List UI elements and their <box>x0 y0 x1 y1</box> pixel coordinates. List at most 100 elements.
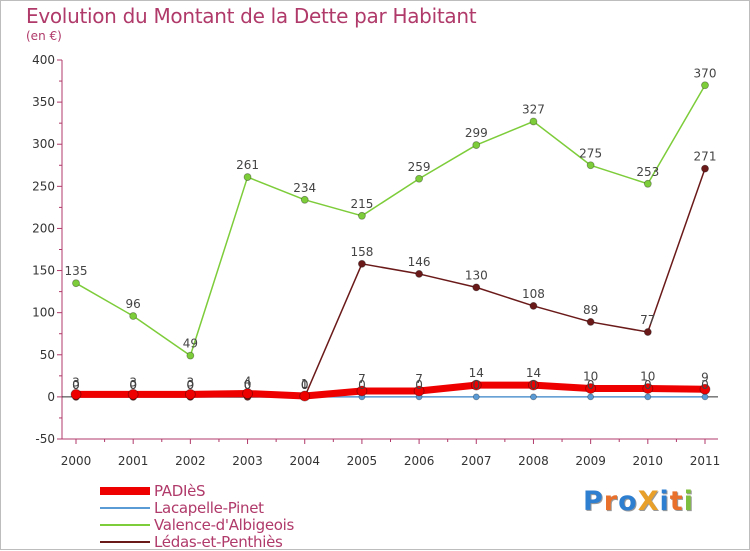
legend-label-padies: PADIèS <box>154 482 206 500</box>
legend-swatch-ledas-et-penthies <box>100 541 150 543</box>
data-label-3: 130 <box>465 268 488 282</box>
data-point-3 <box>586 318 595 326</box>
data-label-0: 3 <box>187 375 195 389</box>
data-point-3 <box>701 164 709 173</box>
data-label-0: 4 <box>244 375 252 389</box>
data-point-2 <box>129 312 138 320</box>
data-point-0 <box>413 385 425 397</box>
data-label-1: 0 <box>358 378 366 392</box>
proxiti-logo: ProXiti <box>583 486 694 517</box>
legend-label-ledas-et-penthies: Lédas-et-Penthiès <box>154 533 283 551</box>
logo-letter: r <box>603 486 619 517</box>
legend-label-lacapelle-pinet: Lacapelle-Pinet <box>154 499 264 517</box>
data-label-0: 1 <box>301 377 309 391</box>
data-point-3 <box>529 302 538 310</box>
x-tick-label: 2006 <box>404 454 435 468</box>
y-tick-label: 50 <box>40 348 55 362</box>
data-point-1 <box>472 393 480 401</box>
data-point-2 <box>472 141 481 149</box>
y-tick-label: 250 <box>32 179 55 193</box>
data-label-3: 0 <box>187 378 195 392</box>
data-label-0: 14 <box>526 366 541 380</box>
y-tick-label: 350 <box>32 95 55 109</box>
data-point-2 <box>415 174 423 183</box>
data-label-0: 3 <box>72 375 80 389</box>
data-label-2: 253 <box>636 165 659 179</box>
data-label-0: 7 <box>415 372 423 386</box>
data-label-2: 215 <box>350 197 373 211</box>
chart-title: Evolution du Montant de la Dette par Hab… <box>26 4 477 28</box>
data-point-2 <box>243 173 252 181</box>
y-tick-label: 200 <box>32 221 55 235</box>
legend-swatch-padies <box>100 487 150 495</box>
data-point-1 <box>701 393 709 401</box>
data-label-2: 234 <box>293 181 316 195</box>
data-point-3 <box>358 259 366 268</box>
series-line-3 <box>76 168 706 398</box>
data-label-1: 0 <box>472 378 480 392</box>
legend-swatch-valence-d-albigeois <box>100 524 150 526</box>
data-label-0: 10 <box>640 369 655 383</box>
x-tick-label: 2011 <box>690 454 721 468</box>
x-tick-label: 2008 <box>518 454 549 468</box>
data-label-2: 135 <box>65 264 88 278</box>
data-point-1 <box>530 393 537 401</box>
data-label-2: 327 <box>522 102 545 116</box>
x-tick-label: 2005 <box>347 454 378 468</box>
data-point-3 <box>415 270 423 278</box>
data-label-3: 77 <box>640 313 655 327</box>
logo-letter: X <box>637 486 660 517</box>
y-tick-label: -50 <box>35 432 55 446</box>
data-label-2: 299 <box>465 126 488 140</box>
data-label-1: 0 <box>129 378 137 392</box>
data-label-1: 0 <box>701 378 709 392</box>
data-point-2 <box>300 195 309 204</box>
x-tick-label: 2004 <box>289 454 320 468</box>
x-tick-label: 2007 <box>461 454 492 468</box>
y-tick-label: 300 <box>32 137 55 151</box>
x-tick-label: 2003 <box>232 454 263 468</box>
x-tick-label: 2010 <box>633 454 664 468</box>
data-label-2: 96 <box>126 297 141 311</box>
series-line-0 <box>76 381 706 400</box>
chart-unit: (en €) <box>26 29 62 43</box>
data-point-0 <box>356 385 368 397</box>
legend-swatch-lacapelle-pinet <box>100 507 150 509</box>
data-label-3: 158 <box>350 245 373 259</box>
data-point-3 <box>472 283 481 292</box>
data-label-2: 370 <box>694 66 717 80</box>
data-label-3: 89 <box>583 303 598 317</box>
data-label-2: 275 <box>579 146 602 160</box>
data-point-0 <box>242 388 253 399</box>
x-tick-label: 2000 <box>61 454 92 468</box>
data-label-1: 0 <box>244 378 252 392</box>
y-tick-label: 0 <box>47 390 55 404</box>
logo-letter: P <box>583 486 604 517</box>
data-label-3: 108 <box>522 287 545 301</box>
data-point-2 <box>72 279 80 288</box>
data-point-2 <box>643 179 652 188</box>
data-point-0 <box>585 383 597 394</box>
data-point-0 <box>299 390 311 402</box>
x-tick-label: 2001 <box>118 454 149 468</box>
logo-letter: i <box>683 486 694 517</box>
data-point-0 <box>70 388 82 400</box>
data-label-1: 0 <box>415 378 423 392</box>
data-point-2 <box>529 117 538 126</box>
data-label-1: 0 <box>644 378 652 392</box>
data-label-0: 7 <box>358 372 366 386</box>
data-label-3: 271 <box>694 150 717 164</box>
y-tick-label: 100 <box>32 306 55 320</box>
data-label-1: 0 <box>187 378 195 392</box>
data-point-2 <box>701 81 709 90</box>
data-label-2: 49 <box>183 337 198 351</box>
data-point-2 <box>186 351 195 360</box>
data-label-0: 10 <box>583 369 598 383</box>
data-label-3: 0 <box>129 378 137 392</box>
logo-letter: o <box>618 486 638 517</box>
data-point-0 <box>184 388 196 400</box>
logo-letter: i <box>659 486 670 517</box>
data-label-1: 0 <box>587 378 595 392</box>
